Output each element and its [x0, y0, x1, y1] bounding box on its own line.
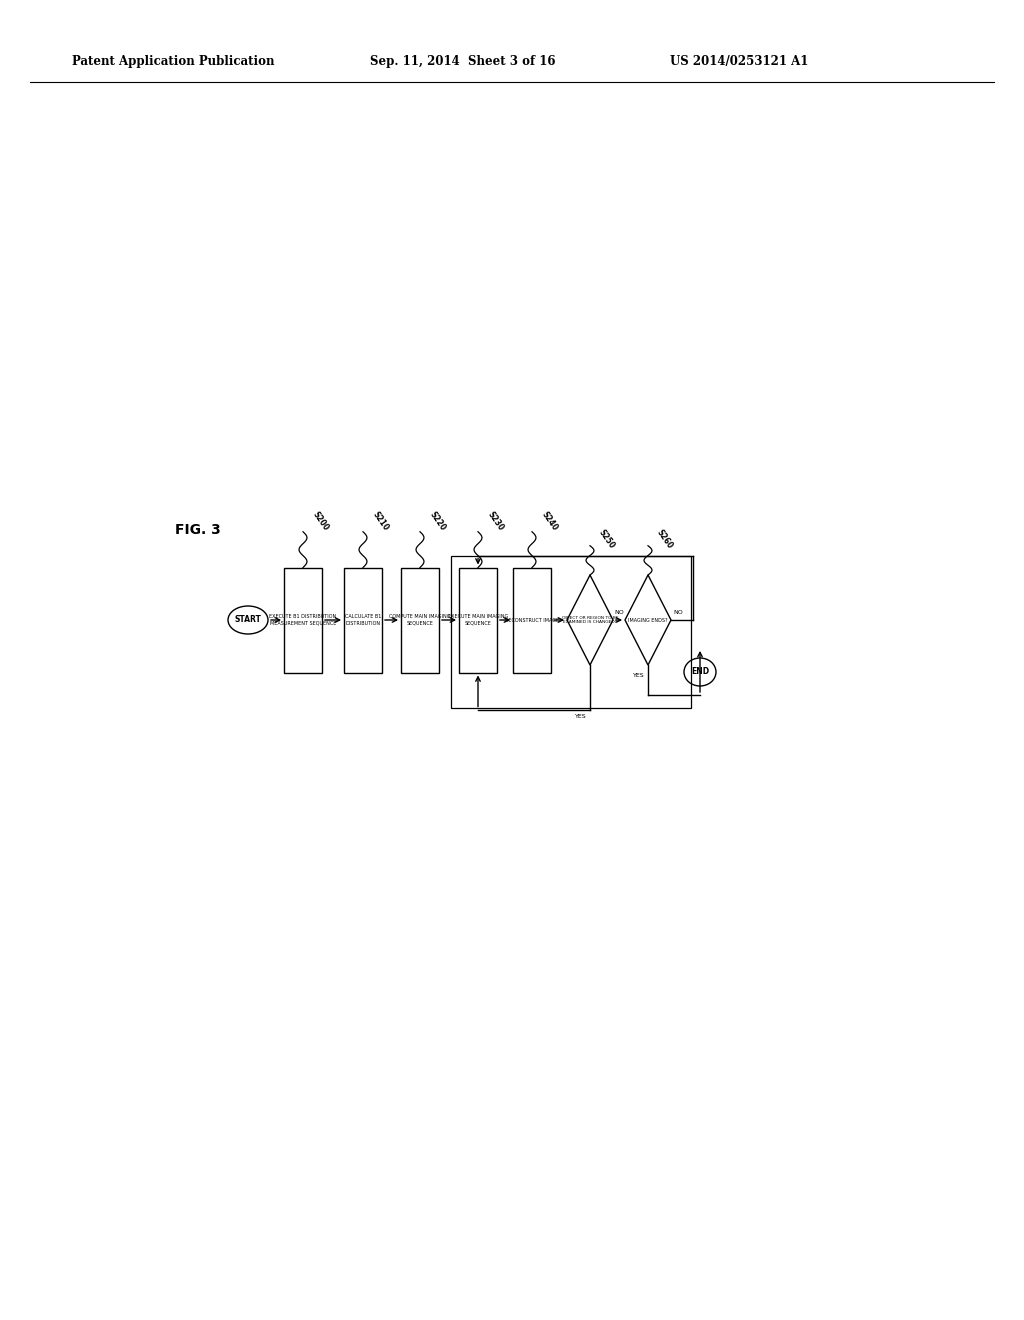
- Text: US 2014/0253121 A1: US 2014/0253121 A1: [670, 55, 808, 69]
- Text: FIG. 3: FIG. 3: [175, 523, 221, 537]
- Text: S250: S250: [597, 528, 616, 550]
- Text: NO: NO: [614, 610, 624, 615]
- Text: NO: NO: [673, 610, 683, 615]
- Bar: [401, 568, 439, 672]
- Text: YES: YES: [575, 714, 587, 719]
- Bar: [344, 568, 382, 672]
- Text: S220: S220: [428, 510, 447, 532]
- Bar: [513, 568, 551, 672]
- Text: S230: S230: [486, 510, 506, 532]
- Text: EXECUTE MAIN IMAGING
SEQUENCE: EXECUTE MAIN IMAGING SEQUENCE: [447, 614, 508, 626]
- Bar: [459, 568, 497, 672]
- Text: S210: S210: [371, 510, 390, 532]
- Bar: [451, 556, 691, 708]
- Bar: [284, 568, 322, 672]
- Text: S200: S200: [311, 510, 331, 532]
- Text: S260: S260: [655, 528, 675, 550]
- Text: Patent Application Publication: Patent Application Publication: [72, 55, 274, 69]
- Text: IMAGING ENDS?: IMAGING ENDS?: [628, 618, 668, 623]
- Text: YES: YES: [634, 673, 645, 678]
- Text: EXECUTE B1 DISTRIBUTION
MEASUREMENT SEQUENCE: EXECUTE B1 DISTRIBUTION MEASUREMENT SEQU…: [269, 614, 337, 626]
- Text: START: START: [234, 615, 261, 624]
- Text: COMPUTE MAIN IMAGING
SEQUENCE: COMPUTE MAIN IMAGING SEQUENCE: [389, 614, 451, 626]
- Text: Sep. 11, 2014  Sheet 3 of 16: Sep. 11, 2014 Sheet 3 of 16: [370, 55, 555, 69]
- Text: CALCULATE B1
DISTRIBUTION: CALCULATE B1 DISTRIBUTION: [345, 614, 381, 626]
- Text: END: END: [691, 668, 709, 676]
- Text: RECONSTRUCT IMAGE: RECONSTRUCT IMAGE: [505, 618, 559, 623]
- Text: S240: S240: [540, 510, 559, 532]
- Text: OBJECT OR REGION TO BE
EXAMINED IS CHANGED?: OBJECT OR REGION TO BE EXAMINED IS CHANG…: [562, 615, 618, 624]
